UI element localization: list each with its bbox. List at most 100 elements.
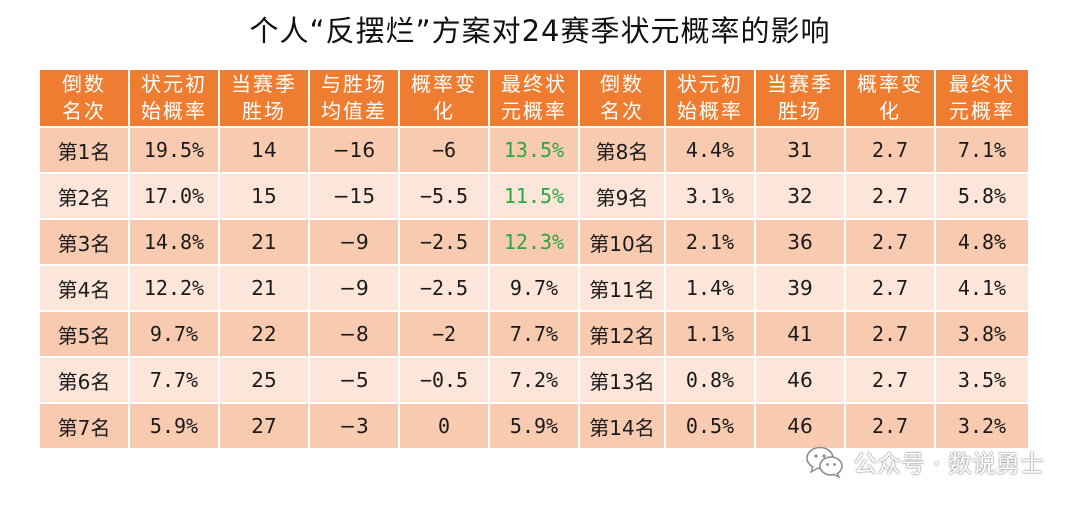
wins-cell: 21 <box>220 220 308 264</box>
table-row: 第1名 19.5% 14 −16 −6 13.5% 第8名 4.4% 31 2.… <box>40 128 1028 172</box>
initial-prob-cell: 3.1% <box>666 174 754 218</box>
initial-prob-cell: 5.9% <box>130 404 218 448</box>
prob-change-cell: −0.5 <box>400 358 488 402</box>
wins-cell: 41 <box>756 312 844 356</box>
header-initial-prob-2: 状元初 始概率 <box>666 70 754 126</box>
wins-cell: 15 <box>220 174 308 218</box>
final-prob-cell: 3.8% <box>936 312 1028 356</box>
prob-change-cell: 0 <box>400 404 488 448</box>
table-row: 第6名 7.7% 25 −5 −0.5 7.2% 第13名 0.8% 46 2.… <box>40 358 1028 402</box>
win-diff-cell: −9 <box>310 266 398 310</box>
initial-prob-cell: 9.7% <box>130 312 218 356</box>
final-prob-cell: 3.2% <box>936 404 1028 448</box>
initial-prob-cell: 1.1% <box>666 312 754 356</box>
prob-change-cell: 2.7 <box>846 404 934 448</box>
final-prob-cell: 5.9% <box>490 404 578 448</box>
header-final-prob-2: 最终状 元概率 <box>936 70 1028 126</box>
wechat-icon <box>806 446 843 479</box>
header-rank: 倒数 名次 <box>40 70 128 126</box>
final-prob-cell: 4.1% <box>936 266 1028 310</box>
rank-cell: 第10名 <box>580 220 664 264</box>
final-prob-cell: 3.5% <box>936 358 1028 402</box>
wins-cell: 25 <box>220 358 308 402</box>
rank-cell: 第11名 <box>580 266 664 310</box>
header-win-diff: 与胜场 均值差 <box>310 70 398 126</box>
prob-change-cell: −6 <box>400 128 488 172</box>
initial-prob-cell: 2.1% <box>666 220 754 264</box>
prob-change-cell: 2.7 <box>846 358 934 402</box>
final-prob-cell: 7.7% <box>490 312 578 356</box>
win-diff-cell: −8 <box>310 312 398 356</box>
initial-prob-cell: 7.7% <box>130 358 218 402</box>
header-wins: 当赛季 胜场 <box>220 70 308 126</box>
page-title: 个人“反摆烂”方案对24赛季状元概率的影响 <box>249 14 831 48</box>
table-row: 第2名 17.0% 15 −15 −5.5 11.5% 第9名 3.1% 32 … <box>40 174 1028 218</box>
probability-table: 倒数 名次 状元初 始概率 当赛季 胜场 与胜场 均值差 概率变化 最终状 元概率 倒数名… <box>38 68 1030 450</box>
table-row: 第7名 5.9% 27 −3 0 5.9% 第14名 0.5% 46 2.7 3… <box>40 404 1028 448</box>
initial-prob-cell: 12.2% <box>130 266 218 310</box>
final-prob-cell: 7.1% <box>936 128 1028 172</box>
header-rank-2: 倒数 名次 <box>580 70 664 126</box>
win-diff-cell: −5 <box>310 358 398 402</box>
header-final-prob: 最终状 元概率 <box>490 70 578 126</box>
table-row: 第5名 9.7% 22 −8 −2 7.7% 第12名 1.1% 41 2.7 … <box>40 312 1028 356</box>
rank-cell: 第12名 <box>580 312 664 356</box>
prob-change-cell: 2.7 <box>846 220 934 264</box>
rank-cell: 第2名 <box>40 174 128 218</box>
wins-cell: 36 <box>756 220 844 264</box>
watermark: 公众号 · 数说勇士 <box>805 444 1044 479</box>
prob-change-cell: 2.7 <box>846 312 934 356</box>
win-diff-cell: −3 <box>310 404 398 448</box>
final-prob-cell: 4.8% <box>936 220 1028 264</box>
win-diff-cell: −9 <box>310 220 398 264</box>
initial-prob-cell: 14.8% <box>130 220 218 264</box>
initial-prob-cell: 0.5% <box>666 404 754 448</box>
rank-cell: 第14名 <box>580 404 664 448</box>
prob-change-cell: 2.7 <box>846 128 934 172</box>
rank-cell: 第5名 <box>40 312 128 356</box>
final-prob-cell: 5.8% <box>936 174 1028 218</box>
final-prob-cell: 12.3% <box>490 220 578 264</box>
header-prob-change: 概率变化 <box>400 70 488 126</box>
wins-cell: 27 <box>220 404 308 448</box>
wins-cell: 39 <box>756 266 844 310</box>
win-diff-cell: −15 <box>310 174 398 218</box>
rank-cell: 第9名 <box>580 174 664 218</box>
final-prob-cell: 9.7% <box>490 266 578 310</box>
rank-cell: 第6名 <box>40 358 128 402</box>
final-prob-cell: 11.5% <box>490 174 578 218</box>
wins-cell: 32 <box>756 174 844 218</box>
initial-prob-cell: 19.5% <box>130 128 218 172</box>
wins-cell: 31 <box>756 128 844 172</box>
initial-prob-cell: 17.0% <box>130 174 218 218</box>
wins-cell: 14 <box>220 128 308 172</box>
final-prob-cell: 7.2% <box>490 358 578 402</box>
header-row: 倒数 名次 状元初 始概率 当赛季 胜场 与胜场 均值差 概率变化 最终状 元概率 倒数名… <box>40 70 1028 126</box>
rank-cell: 第1名 <box>40 128 128 172</box>
prob-change-cell: 2.7 <box>846 174 934 218</box>
rank-cell: 第3名 <box>40 220 128 264</box>
rank-cell: 第8名 <box>580 128 664 172</box>
wins-cell: 46 <box>756 404 844 448</box>
rank-cell: 第4名 <box>40 266 128 310</box>
rank-cell: 第13名 <box>580 358 664 402</box>
initial-prob-cell: 1.4% <box>666 266 754 310</box>
header-wins-2: 当赛季 胜场 <box>756 70 844 126</box>
initial-prob-cell: 4.4% <box>666 128 754 172</box>
prob-change-cell: −2.5 <box>400 266 488 310</box>
watermark-text: 公众号 · 数说勇士 <box>853 450 1044 478</box>
win-diff-cell: −16 <box>310 128 398 172</box>
table-row: 第3名 14.8% 21 −9 −2.5 12.3% 第10名 2.1% 36 … <box>40 220 1028 264</box>
wins-cell: 21 <box>220 266 308 310</box>
prob-change-cell: −2.5 <box>400 220 488 264</box>
header-prob-change-2: 概率变化 <box>846 70 934 126</box>
table-row: 第4名 12.2% 21 −9 −2.5 9.7% 第11名 1.4% 39 2… <box>40 266 1028 310</box>
prob-change-cell: 2.7 <box>846 266 934 310</box>
header-initial-prob: 状元初 始概率 <box>130 70 218 126</box>
final-prob-cell: 13.5% <box>490 128 578 172</box>
wins-cell: 46 <box>756 358 844 402</box>
prob-change-cell: −2 <box>400 312 488 356</box>
initial-prob-cell: 0.8% <box>666 358 754 402</box>
prob-change-cell: −5.5 <box>400 174 488 218</box>
rank-cell: 第7名 <box>40 404 128 448</box>
